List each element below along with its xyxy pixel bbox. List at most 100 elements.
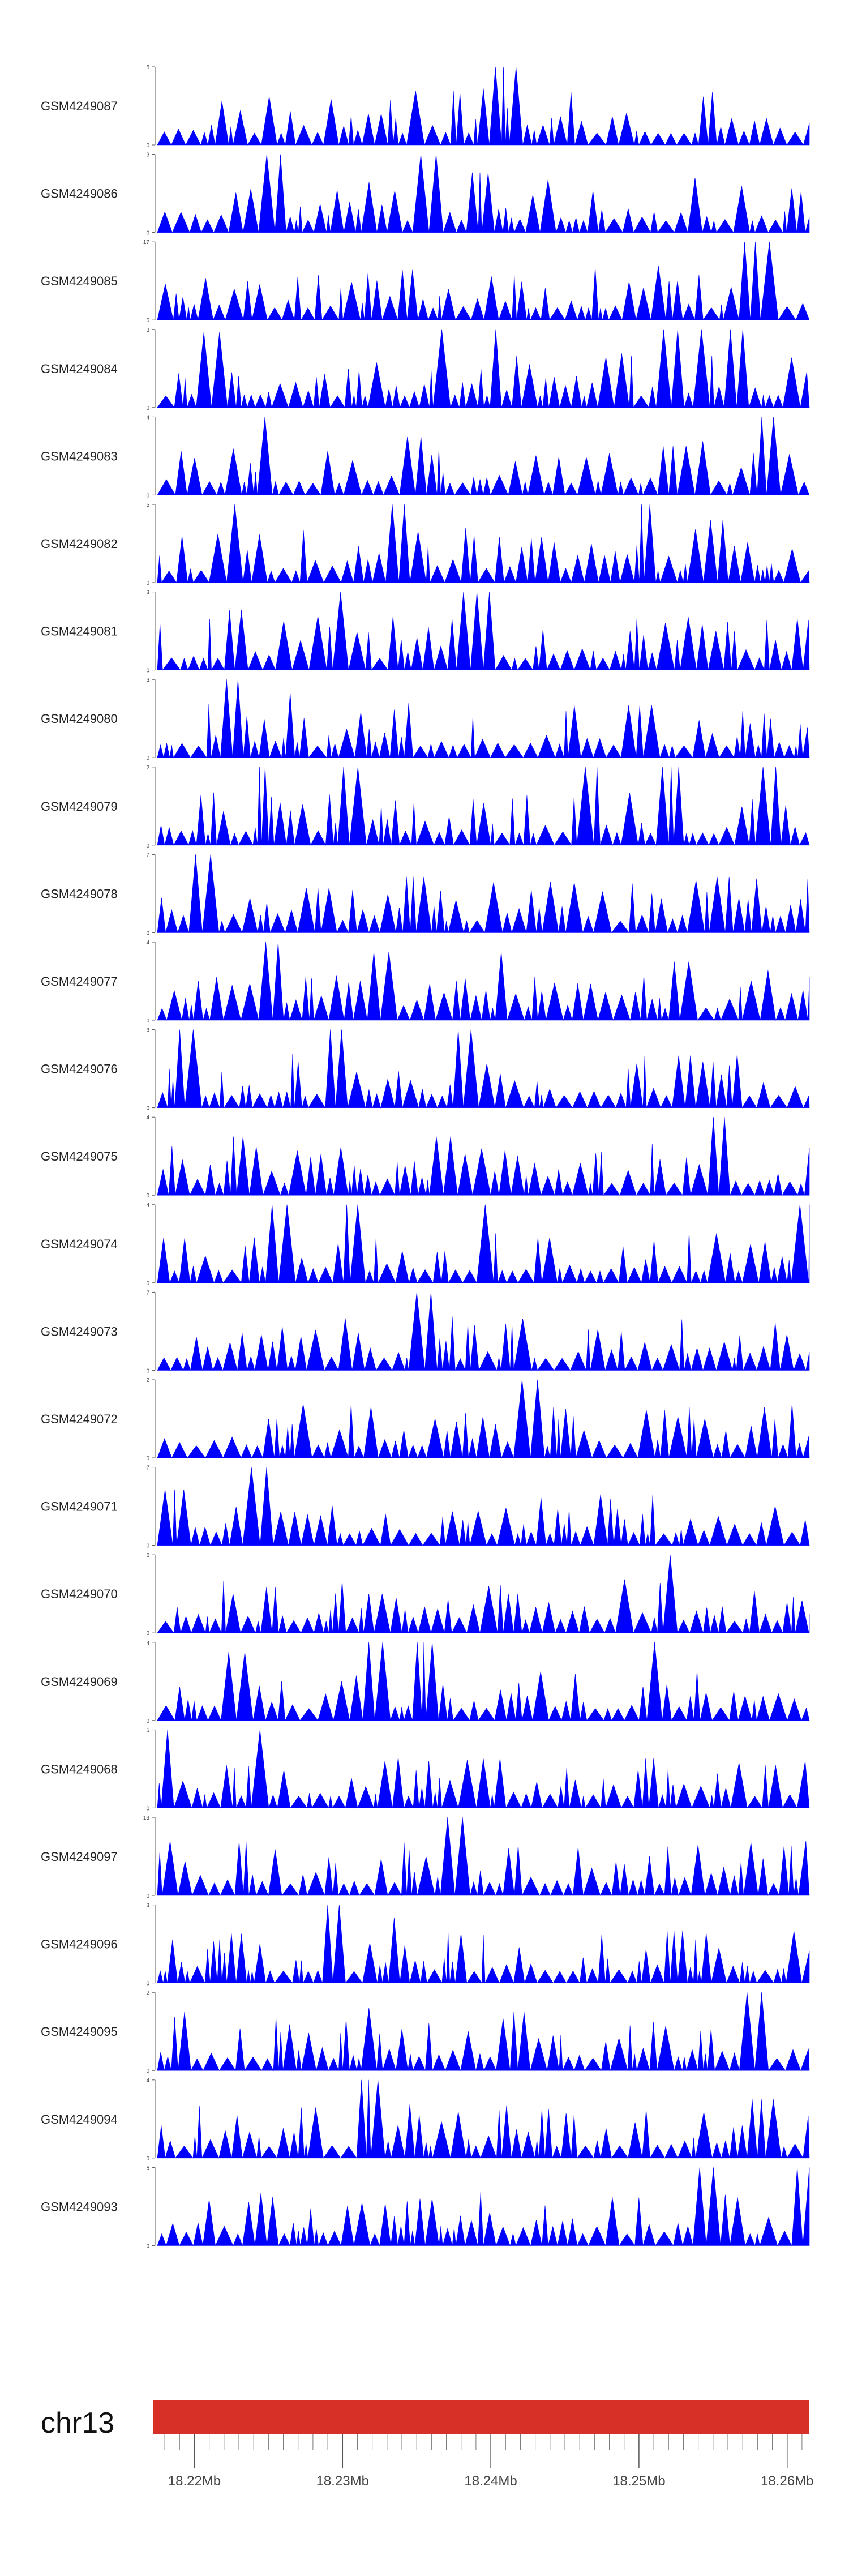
y-max-label: 3 <box>146 590 149 596</box>
coverage-area <box>157 942 810 1021</box>
chromosome-bar <box>153 2400 809 2434</box>
track-GSM4249079: GSM4249079 2 0 <box>41 765 810 849</box>
track-label: GSM4249097 <box>41 1850 118 1864</box>
coverage-area <box>157 2079 810 2159</box>
y-max-label: 4 <box>146 1640 149 1646</box>
track-GSM4249077: GSM4249077 4 0 <box>41 940 810 1024</box>
coverage-area <box>157 1029 810 1109</box>
y-max-label: 2 <box>146 1990 149 1996</box>
y-max-label: 5 <box>146 2165 149 2171</box>
track-GSM4249072: GSM4249072 2 0 <box>41 1377 810 1462</box>
chromosome-tick-label: 18.22Mb <box>168 2474 221 2489</box>
track-label: GSM4249081 <box>41 624 118 639</box>
y-min-label: 0 <box>146 843 149 849</box>
track-GSM4249080: GSM4249080 3 0 <box>41 677 810 761</box>
y-min-label: 0 <box>146 2243 149 2249</box>
coverage-area <box>157 329 810 408</box>
chromosome-label: chr13 <box>41 2407 114 2440</box>
coverage-area <box>157 854 810 934</box>
track-label: GSM4249075 <box>41 1149 118 1163</box>
coverage-area <box>157 242 810 321</box>
y-max-label: 2 <box>146 1377 149 1384</box>
track-label: GSM4249085 <box>41 274 118 288</box>
track-label: GSM4249068 <box>41 1762 118 1776</box>
track-label: GSM4249087 <box>41 99 118 113</box>
coverage-area <box>157 1204 810 1283</box>
track-label: GSM4249082 <box>41 537 118 551</box>
y-min-label: 0 <box>146 1718 149 1725</box>
y-min-label: 0 <box>146 1805 149 1812</box>
track-GSM4249070: GSM4249070 6 0 <box>41 1552 810 1637</box>
coverage-area <box>157 679 810 759</box>
track-label: GSM4249072 <box>41 1412 118 1426</box>
y-min-label: 0 <box>146 1981 149 1987</box>
track-GSM4249083: GSM4249083 4 0 <box>41 414 810 499</box>
y-max-label: 5 <box>146 502 149 508</box>
y-max-label: 4 <box>146 940 149 946</box>
track-label: GSM4249083 <box>41 449 118 463</box>
y-max-label: 17 <box>143 239 150 246</box>
y-min-label: 0 <box>146 1631 149 1637</box>
track-label: GSM4249073 <box>41 1324 118 1338</box>
track-GSM4249074: GSM4249074 4 0 <box>41 1203 810 1287</box>
coverage-area <box>157 1467 810 1546</box>
y-min-label: 0 <box>146 668 149 674</box>
y-min-label: 0 <box>146 930 149 936</box>
coverage-area <box>157 1292 810 1371</box>
track-label: GSM4249093 <box>41 2200 118 2214</box>
coverage-area <box>157 1555 810 1634</box>
track-GSM4249076: GSM4249076 3 0 <box>41 1028 810 1112</box>
y-max-label: 6 <box>146 1552 149 1559</box>
track-GSM4249073: GSM4249073 7 0 <box>41 1290 810 1374</box>
coverage-area <box>157 1379 810 1459</box>
track-label: GSM4249094 <box>41 2112 118 2126</box>
y-min-label: 0 <box>146 1456 149 1462</box>
coverage-area <box>157 1642 810 1721</box>
y-min-label: 0 <box>146 2156 149 2162</box>
y-max-label: 4 <box>146 1203 149 1209</box>
y-min-label: 0 <box>146 1281 149 1287</box>
coverage-area <box>157 504 810 584</box>
coverage-area <box>157 1817 810 1897</box>
track-GSM4249086: GSM4249086 3 0 <box>41 152 810 237</box>
coverage-area <box>157 1905 810 1984</box>
track-label: GSM4249080 <box>41 712 118 726</box>
y-max-label: 2 <box>146 765 149 771</box>
track-label: GSM4249096 <box>41 1937 118 1952</box>
coverage-area <box>157 1730 810 1809</box>
y-min-label: 0 <box>146 755 149 761</box>
y-max-label: 3 <box>146 1903 149 1909</box>
y-max-label: 3 <box>146 1028 149 1034</box>
track-GSM4249085: GSM4249085 17 0 <box>41 239 810 324</box>
coverage-area <box>157 66 810 146</box>
y-max-label: 13 <box>143 1815 150 1821</box>
track-label: GSM4249078 <box>41 887 118 901</box>
coverage-area <box>157 154 810 233</box>
track-GSM4249095: GSM4249095 2 0 <box>41 1990 810 2074</box>
track-label: GSM4249086 <box>41 187 118 201</box>
track-GSM4249078: GSM4249078 7 0 <box>41 852 810 936</box>
y-min-label: 0 <box>146 230 149 237</box>
y-max-label: 3 <box>146 677 149 683</box>
chromosome-tick-label: 18.26Mb <box>761 2474 813 2489</box>
track-GSM4249087: GSM4249087 5 0 <box>41 65 810 149</box>
y-min-label: 0 <box>146 1018 149 1024</box>
track-label: GSM4249070 <box>41 1587 118 1601</box>
track-GSM4249084: GSM4249084 3 0 <box>41 327 810 412</box>
y-min-label: 0 <box>146 493 149 499</box>
y-max-label: 4 <box>146 414 149 421</box>
y-max-label: 5 <box>146 1727 149 1734</box>
track-GSM4249082: GSM4249082 5 0 <box>41 502 810 587</box>
chromosome-tick-label: 18.24Mb <box>464 2474 517 2489</box>
y-min-label: 0 <box>146 143 149 149</box>
track-label: GSM4249079 <box>41 799 118 814</box>
track-label: GSM4249071 <box>41 1500 118 1514</box>
y-max-label: 7 <box>146 1465 149 1471</box>
coverage-area <box>157 767 810 846</box>
track-GSM4249069: GSM4249069 4 0 <box>41 1640 810 1725</box>
y-min-label: 0 <box>146 1893 149 1899</box>
coverage-area <box>157 1117 810 1196</box>
track-GSM4249071: GSM4249071 7 0 <box>41 1465 810 1550</box>
track-label: GSM4249076 <box>41 1062 118 1076</box>
